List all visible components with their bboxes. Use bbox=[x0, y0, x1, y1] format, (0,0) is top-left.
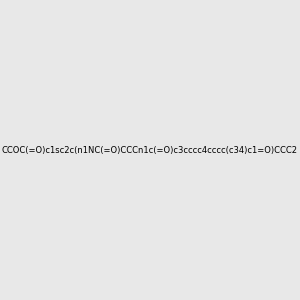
Text: CCOC(=O)c1sc2c(n1NC(=O)CCCn1c(=O)c3cccc4cccc(c34)c1=O)CCC2: CCOC(=O)c1sc2c(n1NC(=O)CCCn1c(=O)c3cccc4… bbox=[2, 146, 298, 154]
